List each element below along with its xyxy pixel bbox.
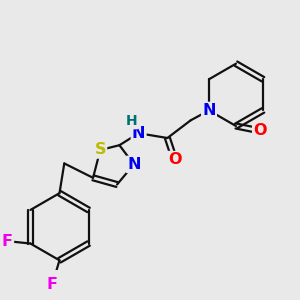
Text: N: N <box>127 157 141 172</box>
Text: O: O <box>168 152 181 167</box>
Text: N: N <box>132 126 146 141</box>
Text: F: F <box>47 277 58 292</box>
Text: H: H <box>126 114 137 128</box>
Text: O: O <box>253 123 267 138</box>
Text: F: F <box>2 234 13 249</box>
Text: N: N <box>202 103 216 118</box>
Text: S: S <box>94 142 106 158</box>
